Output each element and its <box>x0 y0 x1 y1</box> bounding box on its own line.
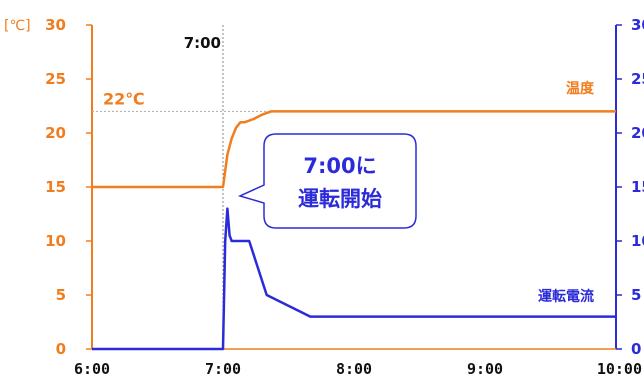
left-axis-unit: [℃] <box>4 18 31 34</box>
left-tick-label: 15 <box>45 178 66 196</box>
series-line-current <box>92 207 616 351</box>
right-tick-label: 30 <box>631 16 644 34</box>
x-tick-label: 6:00 <box>74 360 110 378</box>
x-tick-label: 7:00 <box>205 360 241 378</box>
left-tick-label: 10 <box>45 232 66 250</box>
right-tick-label: 20 <box>631 124 644 142</box>
left-axis-ticks: 0 5 10 15 20 25 30 <box>45 16 92 358</box>
x-tick-label: 9:00 <box>467 360 503 378</box>
series-label-temperature: 温度 <box>566 80 595 97</box>
x-axis-ticks: 6:00 7:00 8:00 9:00 10:00 <box>74 360 642 378</box>
callout-line-2: 運転開始 <box>298 187 382 211</box>
series-line-temperature <box>92 110 616 189</box>
left-tick-label: 20 <box>45 124 66 142</box>
right-tick-label: 10 <box>631 232 644 250</box>
reference-temperature-label: 22℃ <box>103 89 145 108</box>
left-tick-label: 5 <box>56 286 66 304</box>
x-tick-label: 10:00 <box>597 360 642 378</box>
x-tick-label: 8:00 <box>336 360 372 378</box>
right-tick-label: 25 <box>631 70 644 88</box>
left-tick-label: 30 <box>45 16 66 34</box>
left-tick-label: 0 <box>56 340 66 358</box>
callout-bubble <box>237 133 417 229</box>
right-axis-ticks: 0 5 10 15 20 25 30 <box>616 16 644 358</box>
start-time-label: 7:00 <box>184 34 221 52</box>
callout-line-1: 7:00に <box>303 154 376 178</box>
left-tick-label: 25 <box>45 70 66 88</box>
series-label-current: 運転電流 <box>538 288 594 305</box>
right-tick-label: 0 <box>631 340 641 358</box>
right-tick-label: 15 <box>631 178 644 196</box>
right-tick-label: 5 <box>631 286 641 304</box>
